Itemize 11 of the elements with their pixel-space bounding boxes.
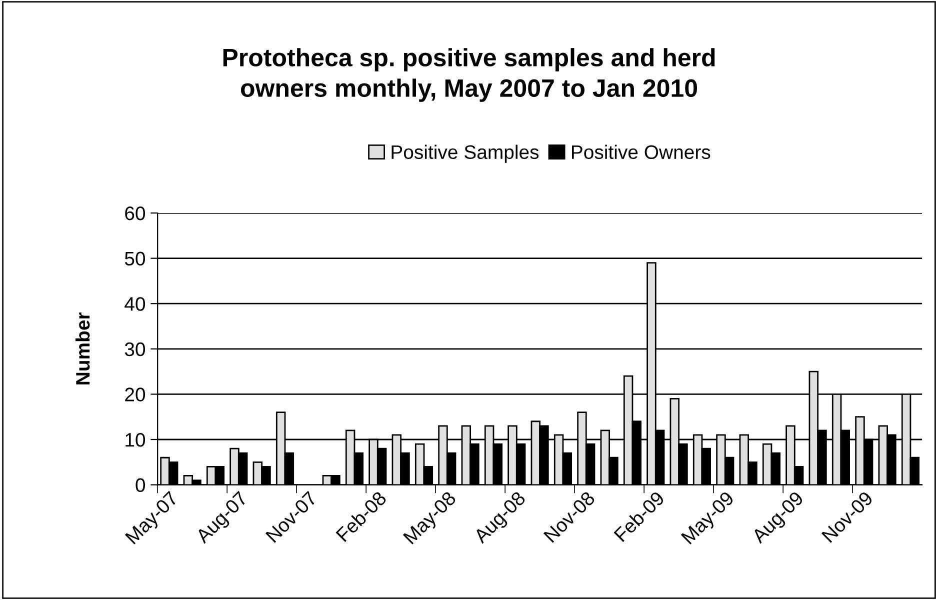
y-tick-label: 40 — [124, 297, 146, 311]
y-tick-label: 0 — [136, 478, 146, 492]
y-tick-label: 60 — [125, 206, 146, 220]
y-tick-label: 10 — [126, 432, 146, 447]
legend-label: Positive Owners — [572, 144, 710, 160]
y-axis-title: Number — [75, 312, 90, 384]
y-tick-label: 50 — [124, 252, 146, 266]
y-tick-label: 20 — [125, 388, 146, 402]
y-tick-label: 30 — [124, 342, 146, 356]
chart-title: Prototheca sp. positive samples and herd owners monthly, May 2007 to Jan 2010 — [223, 48, 715, 102]
legend-label: Positive Samples — [392, 144, 539, 163]
